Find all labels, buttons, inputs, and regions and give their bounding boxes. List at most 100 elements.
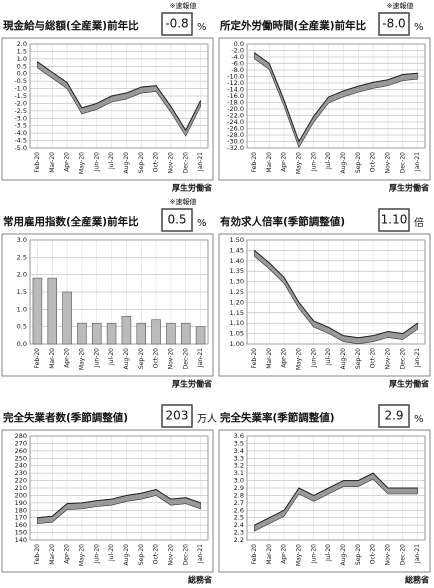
x-tick-label: Jan-21	[197, 348, 204, 368]
value-box	[378, 208, 410, 232]
x-tick-label: Jan-21	[197, 152, 204, 172]
x-tick-label: Sep-20	[355, 348, 362, 369]
source: 総務省	[188, 575, 212, 585]
x-tick-label: Sep-20	[355, 544, 362, 565]
y-tick-label: -24.0	[227, 118, 244, 126]
y-tick-label: -3.0	[14, 114, 27, 122]
y-tick-label: -22.0	[227, 112, 244, 120]
x-tick-label: Jul-20	[108, 544, 115, 562]
x-tick-label: Dec-20	[399, 348, 406, 370]
unit: %	[414, 22, 424, 33]
x-tick-label: Jul-20	[108, 152, 115, 170]
y-tick-label: -18.0	[227, 99, 244, 107]
x-tick-label: Dec-20	[399, 544, 406, 566]
y-tick-label: 1.40	[230, 257, 244, 265]
x-tick-label: Nov-20	[384, 544, 391, 566]
bar	[32, 277, 43, 345]
source: 厚生労働省	[172, 379, 212, 389]
x-tick-label: May-20	[295, 152, 302, 174]
y-tick-label: 2.0	[17, 40, 27, 48]
y-tick-label: 280	[15, 432, 27, 440]
y-tick-label: 1.00	[230, 340, 244, 348]
y-tick-label: 1.5	[17, 47, 27, 55]
x-tick-label: Oct-20	[370, 544, 377, 564]
value-box-text: 0.5	[167, 213, 186, 227]
x-tick-label: Apr-20	[64, 544, 71, 564]
x-tick-label: Apr-20	[64, 152, 71, 172]
y-tick-label: 260	[15, 447, 27, 455]
y-tick-label: 3.5	[234, 439, 244, 447]
x-tick-label: Nov-20	[167, 544, 174, 566]
x-tick-label: Apr-20	[281, 152, 288, 172]
value-box	[161, 208, 193, 232]
y-tick-label: 1.45	[230, 246, 244, 254]
chart-frame	[218, 233, 431, 377]
chart-title: 完全失業者数(季節調整値)	[3, 411, 128, 424]
y-tick-label: -1.5	[14, 92, 27, 100]
x-tick-label: Jul-20	[325, 152, 332, 170]
note: ※速報値	[170, 197, 197, 206]
x-tick-label: Aug-20	[340, 348, 347, 370]
bar	[47, 277, 57, 345]
y-tick-label: 1.20	[230, 298, 244, 306]
line	[37, 488, 201, 519]
x-tick-label: Mar-20	[266, 348, 273, 369]
y-tick-label: 3.2	[234, 462, 244, 470]
unit: %	[197, 22, 207, 33]
source: 厚生労働省	[172, 183, 212, 193]
bar	[121, 315, 132, 345]
x-tick-label: Apr-20	[281, 544, 288, 564]
chart-title: 有効求人倍率(季節調整値)	[220, 215, 345, 228]
y-tick-label: -0.5	[14, 77, 27, 85]
value-box-text: -0.8	[165, 17, 188, 31]
y-tick-label: 1.0	[17, 305, 27, 313]
x-tick-label: Feb-20	[34, 152, 41, 173]
y-tick-label: -4.0	[231, 53, 244, 61]
y-tick-label: -2.0	[14, 99, 27, 107]
source: 厚生労働省	[389, 183, 429, 193]
y-tick-label: 1.15	[230, 309, 244, 317]
x-tick-label: Oct-20	[370, 152, 377, 172]
y-tick-label: 270	[15, 439, 27, 447]
y-tick-label: -6.0	[231, 60, 244, 68]
x-tick-label: Oct-20	[153, 348, 160, 368]
x-tick-label: Jun-20	[93, 544, 100, 564]
bar	[106, 322, 117, 345]
value-box	[378, 12, 410, 36]
x-tick-label: May-20	[78, 544, 85, 566]
x-tick-label: Mar-20	[49, 348, 56, 369]
x-tick-label: Mar-20	[49, 544, 56, 565]
line	[254, 472, 418, 526]
note: ※速報値	[170, 1, 197, 10]
y-tick-label: 250	[15, 454, 27, 462]
x-tick-label: Aug-20	[123, 152, 130, 174]
bar	[62, 291, 72, 345]
x-tick-label: Mar-20	[49, 152, 56, 173]
y-tick-label: 1.25	[230, 288, 244, 296]
x-tick-label: Jun-20	[93, 348, 100, 368]
y-tick-label: 2.5	[234, 514, 244, 522]
value-box	[161, 12, 193, 36]
y-tick-label: 240	[15, 462, 27, 470]
line	[37, 61, 202, 132]
x-tick-label: Sep-20	[355, 152, 362, 173]
x-tick-label: Apr-20	[281, 348, 288, 368]
x-tick-label: Nov-20	[167, 152, 174, 174]
y-tick-label: -2.5	[14, 107, 27, 115]
y-tick-label: -26.0	[227, 125, 244, 133]
x-tick-label: Jul-20	[325, 544, 332, 562]
x-tick-label: Dec-20	[182, 152, 189, 174]
x-tick-label: Feb-20	[34, 348, 41, 369]
y-tick-label: 0.0	[17, 340, 27, 348]
y-tick-label: 3.3	[234, 454, 244, 462]
y-tick-label: 1.35	[230, 267, 244, 275]
x-tick-label: Nov-20	[384, 152, 391, 174]
x-tick-label: Feb-20	[251, 348, 258, 369]
x-tick-label: Aug-20	[123, 348, 130, 370]
source: 総務省	[405, 575, 429, 585]
x-tick-label: Jan-21	[414, 348, 421, 368]
x-tick-label: Oct-20	[370, 348, 377, 368]
bar	[181, 322, 191, 345]
y-tick-label: 2.2	[234, 536, 244, 544]
